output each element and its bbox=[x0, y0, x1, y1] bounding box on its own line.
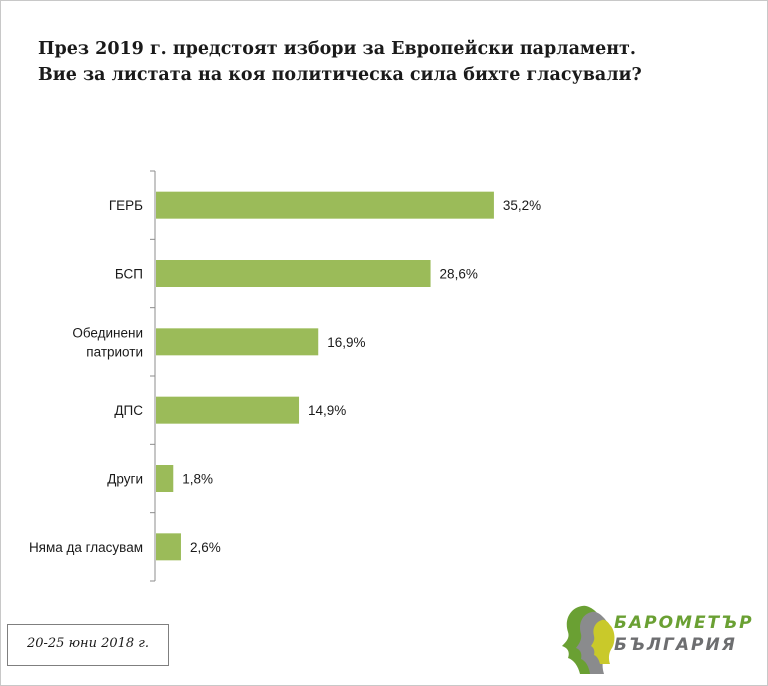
survey-date: 20-25 юни 2018 г. bbox=[26, 636, 150, 651]
value-labels: 35,2% 28,6% 16,9% 14,9% 1,8% 2,6% bbox=[182, 198, 541, 555]
chart-title: През 2019 г. предстоят избори за Европей… bbox=[38, 36, 738, 88]
logo-text-line-1: БАРОМЕТЪР bbox=[614, 613, 754, 633]
y-axis-ticks bbox=[150, 170, 155, 582]
bar-3 bbox=[156, 328, 319, 356]
bar-1 bbox=[156, 191, 494, 219]
value-label-1: 35,2% bbox=[503, 198, 541, 213]
category-label-1: ГЕРБ bbox=[109, 198, 143, 213]
bar-5 bbox=[156, 465, 174, 492]
value-label-3: 16,9% bbox=[327, 335, 365, 350]
category-label-6: Няма да гласувам bbox=[29, 540, 143, 555]
logo-head-silhouette-3 bbox=[591, 619, 615, 664]
category-label-2: БСП bbox=[115, 267, 143, 282]
chart-title-line-1: През 2019 г. предстоят избори за Европей… bbox=[38, 39, 636, 59]
category-label-3-line-1: Обединени bbox=[72, 325, 143, 340]
survey-date-box: 20-25 юни 2018 г. bbox=[7, 624, 169, 666]
barometer-bulgaria-logo: БАРОМЕТЪР БЪЛГАРИЯ bbox=[562, 605, 754, 674]
value-label-2: 28,6% bbox=[440, 267, 478, 282]
bar-4 bbox=[156, 396, 300, 424]
category-label-4: ДПС bbox=[114, 403, 143, 418]
chart-title-line-2: Вие за листата на коя политическа сила б… bbox=[38, 65, 642, 85]
bar-6 bbox=[156, 533, 181, 561]
value-label-5: 1,8% bbox=[182, 472, 213, 487]
value-label-6: 2,6% bbox=[190, 540, 221, 555]
logo-text-line-2: БЪЛГАРИЯ bbox=[614, 635, 737, 655]
bar-2 bbox=[156, 260, 431, 287]
category-labels: ГЕРБ БСП Обединени патриоти ДПС Други Няма да … bbox=[29, 198, 143, 555]
value-label-4: 14,9% bbox=[308, 403, 346, 418]
category-label-5: Други bbox=[107, 472, 143, 487]
category-label-3-line-2: патриоти bbox=[86, 344, 143, 359]
bars-layer bbox=[156, 191, 494, 561]
